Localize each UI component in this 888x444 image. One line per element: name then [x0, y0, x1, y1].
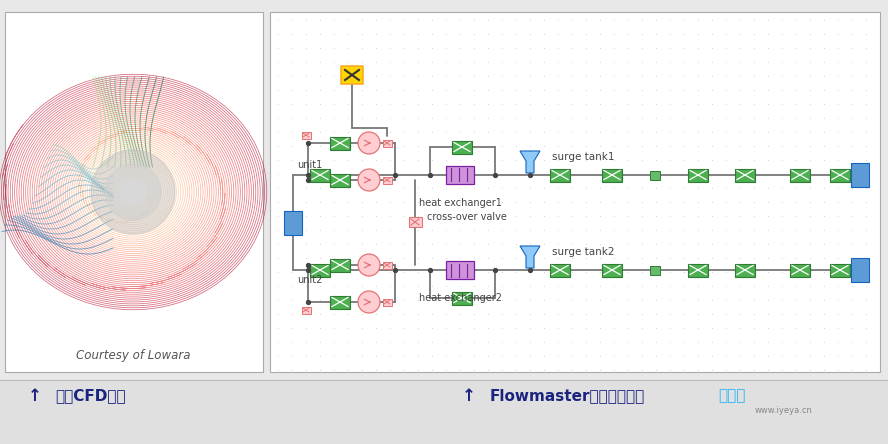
Circle shape: [91, 150, 175, 234]
Bar: [383, 262, 392, 269]
Bar: [330, 136, 350, 150]
Text: cross-over valve: cross-over valve: [427, 212, 507, 222]
Circle shape: [358, 132, 380, 154]
Bar: [446, 261, 474, 279]
Bar: [452, 140, 472, 154]
Bar: [330, 174, 350, 186]
Text: unit2: unit2: [297, 275, 322, 285]
Bar: [650, 266, 660, 274]
Bar: [602, 263, 622, 277]
Bar: [790, 263, 810, 277]
Text: www.iyeya.cn: www.iyeya.cn: [755, 405, 813, 415]
Bar: [310, 263, 330, 277]
Text: surge tank1: surge tank1: [552, 152, 614, 162]
Bar: [688, 263, 708, 277]
Bar: [650, 170, 660, 179]
Bar: [5, 12, 263, 372]
Bar: [302, 131, 311, 139]
Bar: [383, 139, 392, 147]
Circle shape: [105, 164, 161, 220]
Bar: [0, 380, 888, 444]
Text: surge tank2: surge tank2: [552, 247, 614, 257]
Bar: [735, 169, 755, 182]
Bar: [302, 306, 311, 313]
Bar: [602, 169, 622, 182]
Bar: [851, 258, 869, 282]
Text: 爱液压: 爱液压: [718, 388, 745, 404]
Bar: [735, 263, 755, 277]
Bar: [446, 166, 474, 184]
Bar: [790, 169, 810, 182]
Bar: [310, 169, 330, 182]
Bar: [284, 210, 302, 234]
Bar: [830, 263, 850, 277]
Bar: [383, 177, 392, 183]
Text: Courtesy of Lowara: Courtesy of Lowara: [75, 349, 190, 361]
Bar: [383, 298, 392, 305]
Bar: [330, 258, 350, 271]
Polygon shape: [520, 151, 540, 173]
Circle shape: [358, 291, 380, 313]
Text: ↑: ↑: [28, 387, 42, 405]
Polygon shape: [520, 246, 540, 268]
Bar: [851, 163, 869, 187]
Circle shape: [358, 169, 380, 191]
Bar: [270, 12, 880, 372]
Text: 三维CFD模拟: 三维CFD模拟: [55, 388, 125, 404]
Bar: [408, 217, 422, 227]
Bar: [452, 292, 472, 305]
Text: heat exchanger1: heat exchanger1: [418, 198, 502, 208]
Text: heat exchanger2: heat exchanger2: [418, 293, 502, 303]
Bar: [550, 263, 570, 277]
Text: Flowmaster流体系统仿真: Flowmaster流体系统仿真: [490, 388, 646, 404]
Text: unit1: unit1: [297, 160, 322, 170]
Bar: [830, 169, 850, 182]
Text: ↑: ↑: [462, 387, 476, 405]
Bar: [341, 66, 363, 84]
Bar: [688, 169, 708, 182]
Bar: [330, 296, 350, 309]
Circle shape: [358, 254, 380, 276]
Bar: [550, 169, 570, 182]
